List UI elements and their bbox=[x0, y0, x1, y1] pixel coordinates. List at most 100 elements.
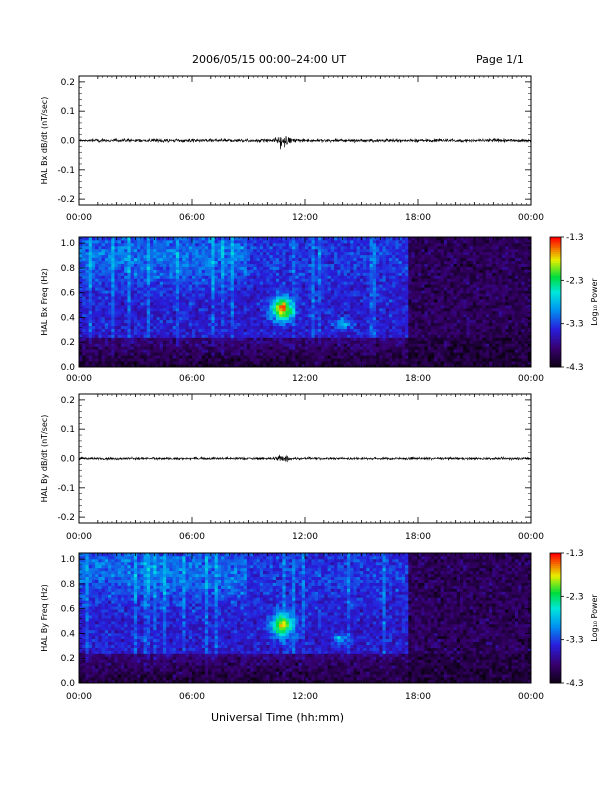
spectrogram-cell bbox=[114, 269, 119, 273]
spectrogram-cell bbox=[153, 284, 157, 288]
spectrogram-cell bbox=[169, 322, 174, 327]
spectrogram-cell bbox=[379, 296, 383, 300]
spectrogram-cell bbox=[230, 296, 235, 300]
spectrogram-cell bbox=[195, 290, 199, 294]
spectrogram-cell bbox=[250, 304, 254, 309]
spectrogram-cell bbox=[108, 325, 112, 329]
spectrogram-cell bbox=[359, 293, 364, 297]
spectrogram-cell bbox=[398, 310, 403, 315]
spectrogram-cell bbox=[275, 349, 280, 353]
spectrogram-cell bbox=[346, 263, 351, 267]
spectrogram-cell bbox=[266, 310, 270, 315]
spectrogram-cell bbox=[356, 242, 361, 247]
spectrogram-cell bbox=[182, 257, 186, 262]
spectrogram-cell bbox=[327, 281, 332, 285]
spectrogram-cell bbox=[127, 355, 132, 359]
spectrogram-cell bbox=[282, 307, 287, 312]
spectrogram-cell bbox=[217, 237, 222, 241]
spectrogram-cell bbox=[233, 296, 238, 300]
spectrogram-cell bbox=[314, 310, 319, 315]
spectrogram-cell bbox=[182, 358, 186, 362]
spectrogram-cell bbox=[424, 278, 429, 282]
spectrogram-cell bbox=[285, 364, 290, 368]
spectrogram-cell bbox=[150, 322, 154, 327]
spectrogram-cell bbox=[269, 352, 274, 356]
spectrogram-cell bbox=[221, 349, 225, 353]
spectrogram-cell bbox=[95, 251, 99, 256]
spectrogram-cell bbox=[343, 334, 348, 338]
spectrogram-cell bbox=[418, 313, 422, 318]
spectrogram-cell bbox=[324, 260, 328, 264]
spectrogram-cell bbox=[146, 307, 151, 312]
spectrogram-cell bbox=[275, 239, 280, 244]
spectrogram-cell bbox=[321, 287, 325, 291]
spectrogram-cell bbox=[334, 299, 338, 303]
spectrogram-cell bbox=[85, 248, 90, 253]
spectrogram-cell bbox=[414, 290, 419, 294]
spectrogram-cell bbox=[214, 343, 219, 347]
spectrogram-cell bbox=[195, 296, 199, 300]
spectrogram-cell bbox=[301, 352, 306, 356]
spectrogram-cell bbox=[408, 361, 412, 365]
spectrogram-cell bbox=[256, 328, 261, 332]
spectrogram-cell bbox=[350, 361, 354, 365]
spectrogram-cell bbox=[292, 352, 296, 356]
spectrogram-cell bbox=[88, 245, 93, 250]
spectrogram-cell bbox=[117, 237, 122, 241]
spectrogram-cell bbox=[414, 358, 419, 362]
spectrogram-cell bbox=[272, 349, 277, 353]
spectrogram-cell bbox=[388, 313, 393, 318]
spectrogram-cell bbox=[353, 322, 358, 327]
spectrogram-cell bbox=[279, 290, 283, 294]
spectrogram-cell bbox=[295, 304, 299, 309]
spectrogram-cell bbox=[292, 340, 296, 344]
spectrogram-cell bbox=[162, 254, 167, 259]
spectrogram-cell bbox=[208, 307, 212, 312]
spectrogram-cell bbox=[353, 260, 358, 264]
spectrogram-cell bbox=[401, 257, 406, 262]
spectrogram-cell bbox=[295, 287, 299, 291]
spectrogram-cell bbox=[363, 322, 367, 327]
spectrogram-cell bbox=[282, 260, 287, 264]
spectrogram-cell bbox=[240, 328, 245, 332]
spectrogram-cell bbox=[314, 299, 319, 303]
spectrogram-cell bbox=[227, 284, 232, 288]
spectrogram-cell bbox=[263, 337, 267, 341]
spectrogram-cell bbox=[363, 352, 367, 356]
spectrogram-cell bbox=[343, 242, 348, 247]
spectrogram-cell bbox=[230, 293, 235, 297]
spectrogram-cell bbox=[353, 319, 358, 324]
spectrogram-cell bbox=[233, 284, 238, 288]
spectrogram-cell bbox=[430, 322, 435, 327]
spectrogram-cell bbox=[259, 272, 264, 276]
spectrogram-cell bbox=[311, 364, 316, 368]
spectrogram-cell bbox=[330, 237, 335, 241]
spectrogram-cell bbox=[427, 284, 432, 288]
spectrogram-cell bbox=[166, 340, 170, 344]
spectrogram-cell bbox=[437, 257, 441, 262]
spectrogram-cell bbox=[395, 319, 400, 324]
spectrogram-cell bbox=[117, 343, 122, 347]
spectrogram-cell bbox=[88, 364, 93, 368]
spectrogram-cell bbox=[243, 304, 248, 309]
spectrogram-cell bbox=[305, 316, 309, 321]
spectrogram-cell bbox=[253, 364, 257, 368]
spectrogram-cell bbox=[256, 334, 261, 338]
spectrogram-cell bbox=[298, 266, 303, 270]
spectrogram-cell bbox=[85, 290, 90, 294]
spectrogram-cell bbox=[376, 281, 380, 285]
spectrogram-cell bbox=[353, 266, 358, 270]
spectrogram-cell bbox=[127, 316, 132, 321]
spectrogram-cell bbox=[298, 349, 303, 353]
spectrogram-cell bbox=[376, 251, 380, 256]
spectrogram-cell bbox=[414, 328, 419, 332]
spectrogram-cell bbox=[350, 284, 354, 288]
spectrogram-cell bbox=[288, 358, 293, 362]
spectrogram-cell bbox=[188, 251, 193, 256]
spectrogram-cell bbox=[259, 290, 264, 294]
spectrogram-cell bbox=[440, 248, 445, 253]
spectrogram-cell bbox=[376, 334, 380, 338]
spectrogram-cell bbox=[308, 331, 312, 335]
spectrogram-cell bbox=[392, 287, 396, 291]
spectrogram-cell bbox=[156, 340, 161, 344]
